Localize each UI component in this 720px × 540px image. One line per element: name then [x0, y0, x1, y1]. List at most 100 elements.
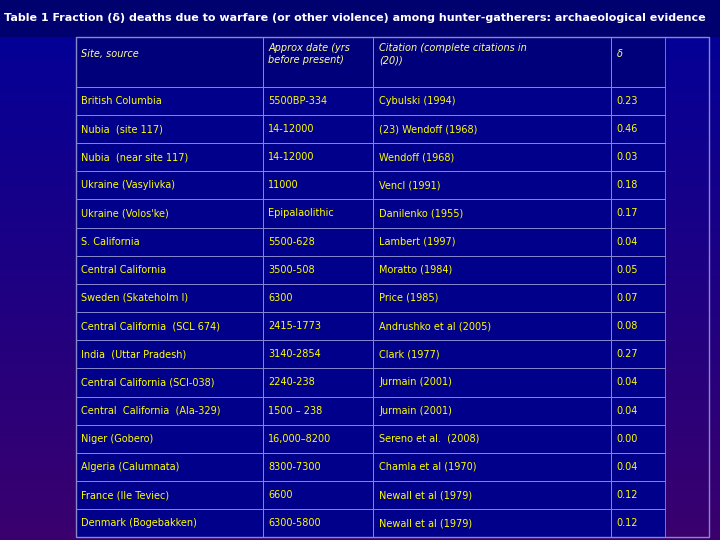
Bar: [76, 284, 263, 312]
Bar: [76, 143, 263, 171]
Text: British Columbia: British Columbia: [81, 96, 162, 106]
Bar: [374, 199, 611, 227]
Bar: [76, 143, 263, 171]
Text: 14-12000: 14-12000: [269, 124, 315, 134]
Bar: [611, 37, 665, 87]
Bar: [611, 481, 665, 509]
Text: Vencl (1991): Vencl (1991): [379, 180, 441, 190]
Bar: [611, 312, 665, 340]
Text: Nubia  (near site 117): Nubia (near site 117): [81, 152, 189, 162]
Text: 6600: 6600: [269, 490, 293, 500]
Text: Epipalaolithic: Epipalaolithic: [269, 208, 334, 219]
Text: Chamla et al (1970): Chamla et al (1970): [379, 462, 477, 472]
Bar: [611, 284, 665, 312]
Text: Ukraine (Vasylivka): Ukraine (Vasylivka): [81, 180, 176, 190]
Text: Danilenko (1955): Danilenko (1955): [379, 208, 464, 219]
Bar: [263, 37, 374, 87]
Text: 0.04: 0.04: [617, 237, 638, 247]
Text: Price (1985): Price (1985): [379, 293, 438, 303]
Bar: [76, 199, 263, 227]
Bar: [263, 143, 374, 171]
Bar: [263, 171, 374, 199]
Bar: [263, 312, 374, 340]
Bar: [611, 340, 665, 368]
Bar: [76, 37, 263, 87]
Bar: [263, 171, 374, 199]
Bar: [76, 424, 263, 453]
Text: S. California: S. California: [81, 237, 140, 247]
Bar: [611, 424, 665, 453]
Bar: [611, 509, 665, 537]
Bar: [76, 115, 263, 143]
Text: 5500-628: 5500-628: [269, 237, 315, 247]
Bar: [76, 284, 263, 312]
Text: Central California  (SCL 674): Central California (SCL 674): [81, 321, 220, 331]
Bar: [263, 509, 374, 537]
Bar: [263, 87, 374, 115]
Bar: [374, 396, 611, 424]
Bar: [76, 396, 263, 424]
Bar: [76, 481, 263, 509]
Bar: [263, 509, 374, 537]
Text: (23) Wendoff (1968): (23) Wendoff (1968): [379, 124, 477, 134]
Bar: [611, 509, 665, 537]
Text: 16,000–8200: 16,000–8200: [269, 434, 331, 444]
Bar: [611, 256, 665, 284]
Bar: [374, 396, 611, 424]
Bar: [76, 453, 263, 481]
Bar: [374, 340, 611, 368]
Bar: [374, 284, 611, 312]
Bar: [76, 171, 263, 199]
Text: Niger (Gobero): Niger (Gobero): [81, 434, 153, 444]
Text: 6300: 6300: [269, 293, 293, 303]
Text: 0.04: 0.04: [617, 377, 638, 387]
Bar: [76, 509, 263, 537]
Bar: [76, 396, 263, 424]
Bar: [263, 37, 374, 87]
Bar: [76, 340, 263, 368]
Text: Sereno et al.  (2008): Sereno et al. (2008): [379, 434, 480, 444]
Text: Ukraine (Volos'ke): Ukraine (Volos'ke): [81, 208, 169, 219]
Bar: [611, 227, 665, 256]
Bar: [374, 509, 611, 537]
Bar: [76, 453, 263, 481]
Text: Table 1 Fraction (δ) deaths due to warfare (or other violence) among hunter-gath: Table 1 Fraction (δ) deaths due to warfa…: [4, 14, 705, 23]
Bar: [263, 284, 374, 312]
Bar: [611, 37, 665, 87]
Bar: [263, 199, 374, 227]
Bar: [374, 256, 611, 284]
Bar: [374, 453, 611, 481]
Bar: [374, 87, 611, 115]
Bar: [263, 87, 374, 115]
Text: France (Ile Teviec): France (Ile Teviec): [81, 490, 169, 500]
Text: 0.08: 0.08: [617, 321, 638, 331]
Text: India  (Uttar Pradesh): India (Uttar Pradesh): [81, 349, 186, 359]
Text: 8300-7300: 8300-7300: [269, 462, 321, 472]
Bar: [374, 171, 611, 199]
Bar: [263, 227, 374, 256]
Text: 14-12000: 14-12000: [269, 152, 315, 162]
Bar: [76, 340, 263, 368]
Bar: [374, 199, 611, 227]
Text: 2415-1773: 2415-1773: [269, 321, 321, 331]
Text: 0.18: 0.18: [617, 180, 638, 190]
Bar: [374, 424, 611, 453]
Text: 2240-238: 2240-238: [269, 377, 315, 387]
Text: 5500BP-334: 5500BP-334: [269, 96, 328, 106]
Bar: [263, 312, 374, 340]
Bar: [263, 340, 374, 368]
Text: δ: δ: [617, 49, 623, 59]
Text: 0.00: 0.00: [617, 434, 638, 444]
Bar: [263, 396, 374, 424]
Bar: [374, 171, 611, 199]
Text: 3500-508: 3500-508: [269, 265, 315, 275]
Bar: [76, 227, 263, 256]
Bar: [374, 312, 611, 340]
Bar: [374, 481, 611, 509]
Text: Sweden (Skateholm I): Sweden (Skateholm I): [81, 293, 189, 303]
Text: Cybulski (1994): Cybulski (1994): [379, 96, 456, 106]
Bar: [611, 368, 665, 396]
Text: 0.07: 0.07: [617, 293, 638, 303]
Bar: [76, 368, 263, 396]
Text: 0.12: 0.12: [617, 518, 638, 528]
